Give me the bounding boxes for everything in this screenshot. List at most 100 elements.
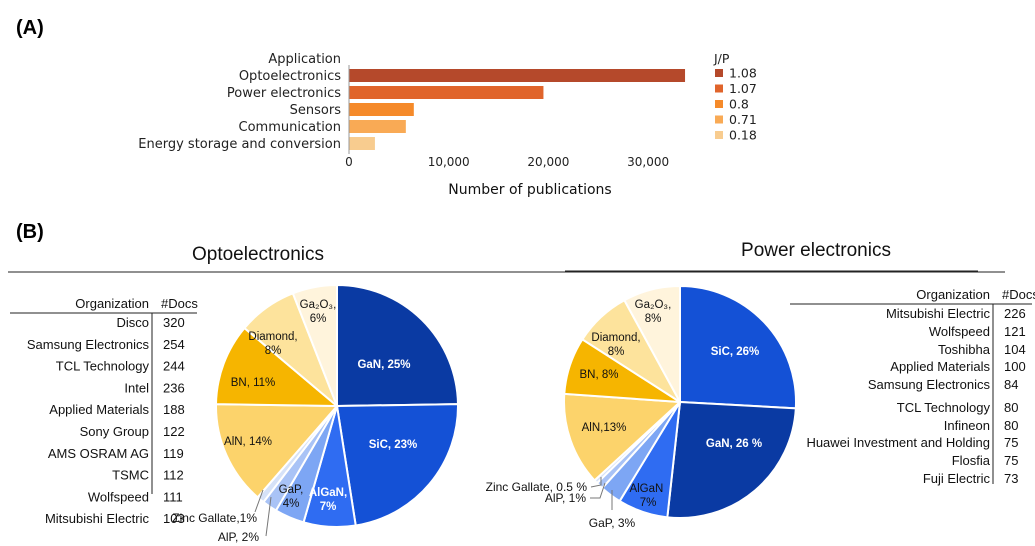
pie-title-optoelectronics: Optoelectronics [192, 244, 324, 265]
table-header-docs: #Docs [1002, 287, 1035, 302]
category-label: Communication [239, 120, 341, 135]
slice-label: AlN,13% [582, 422, 627, 434]
table-row-organization: Wolfspeed [929, 324, 990, 339]
table-row-organization: Flosfia [952, 453, 991, 468]
table-row-organization: Wolfspeed [88, 489, 149, 504]
bar [349, 120, 406, 133]
external-slice-label: AlP, 1% [545, 491, 586, 505]
slice-label: AlGaN, 7% [309, 487, 347, 513]
legend-swatch [715, 131, 723, 139]
table-row-docs: 80 [1004, 418, 1018, 433]
table-row-docs: 103 [163, 511, 185, 526]
table-row-organization: Sony Group [80, 424, 149, 439]
legend-title: J/P [713, 51, 730, 66]
table-row-docs: 75 [1004, 435, 1018, 450]
table-row-docs: 236 [163, 380, 185, 395]
category-label: Energy storage and conversion [138, 137, 341, 152]
table-row-organization: Huawei Investment and Holding [806, 435, 990, 450]
leader-line [254, 489, 264, 513]
leader-line [265, 496, 272, 537]
table-row-docs: 104 [1004, 342, 1026, 357]
pie-power-electronics: SiC, 26% GaN, 26 % AlGaN 7% AlN,13% BN, 8% Di… [486, 284, 797, 530]
pie-optoelectronics: GaN, 25% SiC, 23% AlGaN, 7%GaP, 4% AlN, 14% BN… [172, 283, 460, 544]
legend-swatch [715, 115, 723, 124]
panel-a-label: (A) [16, 17, 44, 39]
table-row-docs: 100 [1004, 359, 1026, 374]
slice-label: BN, 11% [231, 377, 276, 389]
pie-title-power-electronics: Power electronics [741, 240, 891, 261]
table-row-docs: 111 [163, 489, 183, 504]
table-row-docs: 226 [1004, 306, 1026, 321]
pie-slice [291, 283, 338, 407]
table-row-organization: Samsung Electronics [868, 377, 991, 392]
table-row-organization: Applied Materials [49, 402, 149, 417]
table-row-docs: 188 [163, 402, 185, 417]
table-row-docs: 320 [163, 315, 185, 330]
slice-label: BN, 8% [580, 369, 619, 381]
slice-label: GaP, 4% [279, 484, 304, 510]
slice-label: GaN, 26 % [706, 438, 762, 450]
category-header: Application [268, 52, 341, 67]
table-header-docs: #Docs [161, 296, 198, 311]
slice-label: Diamond, 8% [248, 331, 297, 357]
table-row-docs: 75 [1004, 453, 1018, 468]
pie-slice [215, 403, 340, 499]
external-slice-label: Zinc Gallate,1% [172, 511, 257, 525]
publications-bar-chart: Application Optoelectronics Power electron… [138, 52, 686, 198]
legend-label: 0.18 [729, 128, 757, 143]
pie-slice [666, 400, 797, 519]
table-row-organization: Toshibha [938, 342, 991, 357]
bar [349, 69, 686, 82]
bar [349, 137, 375, 150]
legend-swatch [715, 100, 723, 108]
table-row-organization: Fuji Electric [923, 471, 991, 486]
legend-label: 1.07 [729, 81, 757, 96]
table-row-docs: 80 [1004, 400, 1018, 415]
bar [349, 103, 414, 116]
pie-slice [679, 284, 797, 410]
table-row-docs: 112 [163, 468, 184, 483]
table-row-docs: 122 [163, 424, 185, 439]
slice-label: AlN, 14% [224, 436, 272, 448]
x-axis-title: Number of publications [448, 182, 611, 198]
legend-swatch [715, 84, 723, 93]
legend-swatch [715, 69, 723, 77]
slice-label: GaN, 25% [357, 359, 410, 371]
jp-legend: J/P1.081.070.80.710.18 [713, 51, 757, 143]
slice-label: Ga₂O₃, 8% [635, 299, 672, 325]
table-row-organization: AMS OSRAM AG [48, 446, 149, 461]
table-header-organization: Organization [75, 296, 149, 311]
external-slice-label: Zinc Gallate, 0.5 % [486, 480, 588, 494]
table-row-organization: TCL Technology [56, 359, 150, 374]
external-slice-label: AlP, 2% [218, 530, 259, 544]
slice-label: Diamond, 8% [591, 332, 640, 358]
table-row-organization: Intel [124, 380, 149, 395]
table-row-docs: 254 [163, 337, 185, 352]
table-row-organization: Mitsubishi Electric [886, 306, 991, 321]
category-label: Sensors [290, 103, 342, 118]
table-row-docs: 121 [1004, 324, 1026, 339]
category-label: Optoelectronics [239, 69, 341, 84]
x-tick-label: 20,000 [527, 155, 569, 169]
table-row-organization: Mitsubishi Electric [45, 511, 150, 526]
pie-slice [335, 403, 459, 527]
legend-label: 0.71 [729, 112, 757, 127]
x-tick-label: 0 [345, 155, 353, 169]
pie-slice [336, 283, 460, 408]
table-row-organization: TSMC [112, 468, 149, 483]
table-row-docs: 73 [1004, 471, 1018, 486]
leader-line [590, 482, 606, 499]
x-tick-label: 30,000 [627, 155, 669, 169]
panel-b-label: (B) [16, 221, 44, 243]
slice-label: SiC, 23% [369, 439, 418, 451]
table-row-organization: TCL Technology [897, 400, 991, 415]
pie-slice [214, 326, 340, 408]
external-slice-label: GaP, 3% [589, 516, 636, 530]
table-row-docs: 119 [163, 446, 184, 461]
table-row-docs: 84 [1004, 377, 1018, 392]
table-header-organization: Organization [916, 287, 990, 302]
legend-label: 1.08 [729, 66, 757, 81]
legend-label: 0.8 [729, 97, 749, 112]
bar [349, 86, 544, 99]
